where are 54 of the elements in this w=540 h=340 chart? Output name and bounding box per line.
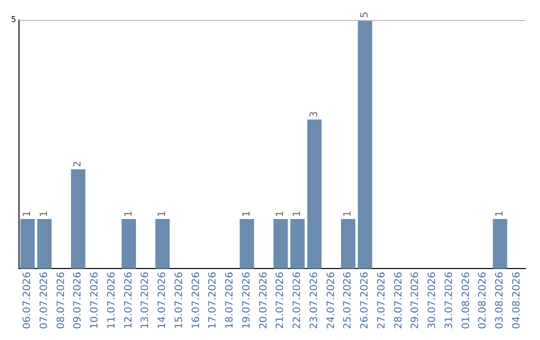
bar <box>340 218 356 269</box>
x-tick-label: 24.07.2026 <box>326 272 337 330</box>
data-label: 1 <box>38 210 50 217</box>
x-tick-label: 08.07.2026 <box>56 272 67 330</box>
x-tick-label: 19.07.2026 <box>241 272 252 330</box>
data-label: 1 <box>22 210 34 217</box>
x-tick-label: 31.07.2026 <box>444 272 455 330</box>
x-tick-label: 18.07.2026 <box>224 272 236 330</box>
data-label: 1 <box>157 210 168 217</box>
x-tick-label: 27.07.2026 <box>376 272 388 330</box>
x-tick-label: 07.07.2026 <box>38 272 50 330</box>
x-tick-label: 03.08.2026 <box>494 272 506 330</box>
x-tick-label: 17.07.2026 <box>208 272 219 330</box>
x-tick-label: 22.07.2026 <box>292 272 304 330</box>
x-tick-label: 12.07.2026 <box>123 272 134 330</box>
x-tick-label: 23.07.2026 <box>308 272 320 330</box>
x-tick-label: 26.07.2026 <box>360 272 371 330</box>
bar <box>20 218 35 269</box>
bar <box>307 120 322 269</box>
data-label: 1 <box>275 210 286 217</box>
data-label: 1 <box>292 210 304 217</box>
bar <box>240 218 254 269</box>
x-tick-label: 29.07.2026 <box>410 272 422 330</box>
bar <box>273 218 288 269</box>
data-label: 3 <box>308 111 320 118</box>
bar <box>37 218 52 269</box>
bar <box>358 20 372 269</box>
bar <box>492 218 508 269</box>
x-tick-label: 04.08.2026 <box>511 272 522 330</box>
data-label: 1 <box>123 210 134 217</box>
data-label: 1 <box>494 210 506 217</box>
x-tick-label: 20.07.2026 <box>258 272 270 330</box>
x-tick-label: 21.07.2026 <box>275 272 286 330</box>
x-tick-label: 28.07.2026 <box>393 272 404 330</box>
x-tick-label: 14.07.2026 <box>157 272 168 330</box>
data-label: 1 <box>342 210 354 217</box>
x-tick-label: 10.07.2026 <box>90 272 101 330</box>
data-label: 5 <box>360 12 371 18</box>
bar <box>155 218 170 269</box>
x-tick-label: 30.07.2026 <box>427 272 438 330</box>
data-label: 2 <box>72 160 84 168</box>
bar <box>70 169 86 269</box>
x-tick-label: 16.07.2026 <box>190 272 202 330</box>
x-tick-label: 01.08.2026 <box>460 272 472 330</box>
x-tick-label: 13.07.2026 <box>140 272 152 330</box>
x-tick-label: 09.07.2026 <box>72 272 84 330</box>
x-tick-label: 02.08.2026 <box>478 272 489 330</box>
x-tick-label: 11.07.2026 <box>106 272 118 330</box>
bar <box>290 218 305 269</box>
x-tick-label: 15.07.2026 <box>174 272 185 330</box>
x-tick-label: 06.07.2026 <box>22 272 34 330</box>
bar <box>122 218 136 269</box>
x-tick-label: 25.07.2026 <box>342 272 354 330</box>
data-label: 1 <box>241 210 252 217</box>
